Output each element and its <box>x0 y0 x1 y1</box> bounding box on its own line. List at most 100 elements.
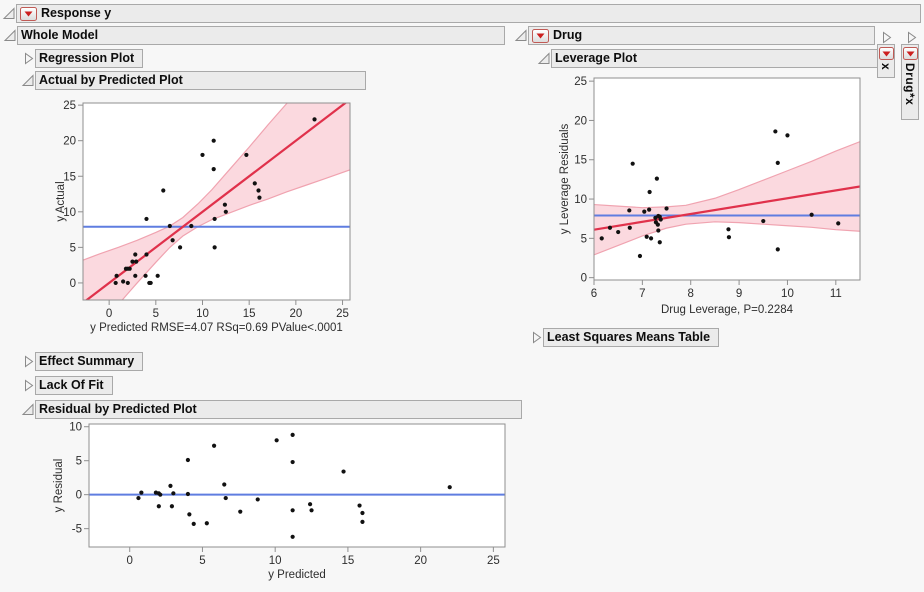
regression-plot-header-bar[interactable]: Regression Plot <box>35 49 144 68</box>
collapsed-panel-x[interactable]: x <box>877 44 895 78</box>
data-point <box>290 508 295 513</box>
data-point <box>644 234 649 239</box>
effect-summary-header-bar[interactable]: Effect Summary <box>35 352 144 371</box>
data-point <box>809 212 814 217</box>
data-point <box>637 253 643 259</box>
data-point <box>155 273 160 278</box>
data-point <box>144 216 149 222</box>
disclosure-open-icon[interactable] <box>3 28 17 43</box>
data-point <box>156 504 161 509</box>
residual-by-predicted-header-bar[interactable]: Residual by Predicted Plot <box>35 400 522 419</box>
lack-of-fit-header: Lack Of Fit <box>21 376 113 395</box>
disclosure-closed-icon[interactable] <box>879 30 893 45</box>
data-point <box>113 280 118 286</box>
data-point <box>664 206 669 211</box>
red-triangle-menu-icon[interactable] <box>878 47 894 60</box>
svg-text:10: 10 <box>196 308 209 320</box>
svg-text:25: 25 <box>574 76 587 88</box>
svg-text:0: 0 <box>127 555 133 567</box>
svg-text:25: 25 <box>63 100 76 112</box>
lack-of-fit-header-bar[interactable]: Lack Of Fit <box>35 376 113 395</box>
data-point <box>836 221 841 226</box>
red-triangle-menu-icon[interactable] <box>20 6 37 21</box>
data-point <box>726 227 731 232</box>
disclosure-open-icon[interactable] <box>21 402 35 417</box>
x-axis-label: y Predicted RMSE=4.07 RSq=0.69 PValue<.0… <box>90 322 343 334</box>
data-point <box>144 252 149 257</box>
residual-by-predicted-title: Residual by Predicted Plot <box>39 402 197 416</box>
actual-by-predicted-chart[interactable]: 0 5 10 15 20 25 0 5 10 15 20 25 y Predicted RMSE=4.0… <box>52 95 356 345</box>
data-point <box>238 509 243 514</box>
actual-by-predicted-header: Actual by Predicted Plot <box>21 71 366 90</box>
data-point <box>657 240 662 245</box>
actual-by-predicted-header-bar[interactable]: Actual by Predicted Plot <box>35 71 366 90</box>
data-point <box>134 259 139 264</box>
data-point <box>761 218 766 224</box>
data-point <box>627 208 632 213</box>
collapsed-panel-drug-x[interactable]: Drug*x <box>901 44 919 120</box>
data-point <box>211 443 217 448</box>
svg-text:20: 20 <box>414 555 427 567</box>
disclosure-closed-icon[interactable] <box>529 330 543 345</box>
data-point <box>654 176 659 181</box>
actual-by-predicted-title: Actual by Predicted Plot <box>39 73 183 87</box>
disclosure-open-icon[interactable] <box>21 73 35 88</box>
data-point <box>169 504 175 509</box>
red-triangle-menu-icon[interactable] <box>532 28 549 43</box>
whole-model-title: Whole Model <box>21 28 99 42</box>
svg-text:5: 5 <box>581 233 587 245</box>
svg-text:5: 5 <box>70 242 76 254</box>
disclosure-closed-icon[interactable] <box>21 51 35 66</box>
svg-text:15: 15 <box>63 171 76 183</box>
regression-plot-header: Regression Plot <box>21 49 144 68</box>
data-point <box>189 223 194 229</box>
data-point <box>125 280 130 286</box>
drug-title: Drug <box>553 28 583 42</box>
residual-by-predicted-chart[interactable]: 0 5 10 15 20 25 -5 0 5 10 y Predicted y Residual <box>50 418 510 592</box>
leverage-plot-header-bar[interactable]: Leverage Plot <box>551 49 884 68</box>
response-header-bar[interactable]: Response y <box>16 4 921 23</box>
y-axis-label: y Leverage Residuals <box>559 123 571 234</box>
data-point <box>360 519 365 524</box>
response-title: Response y <box>41 6 112 20</box>
data-point <box>127 266 132 271</box>
confidence-band-upper-edge <box>594 141 860 209</box>
disclosure-open-icon[interactable] <box>514 28 528 43</box>
data-point <box>252 181 257 186</box>
actual_by_predicted-svg: 0 5 10 15 20 25 0 5 10 15 20 25 y Predicted RMSE=4.0… <box>55 100 351 334</box>
data-point <box>212 245 217 250</box>
data-point <box>133 273 138 278</box>
svg-text:10: 10 <box>69 422 82 434</box>
confidence-band-lower-edge <box>121 169 350 300</box>
least-squares-means-header-bar[interactable]: Least Squares Means Table <box>543 328 720 347</box>
regression-plot-title: Regression Plot <box>39 51 135 65</box>
svg-text:5: 5 <box>76 456 82 468</box>
whole-model-header-bar[interactable]: Whole Model <box>17 26 505 45</box>
drug-header-bar[interactable]: Drug <box>528 26 875 45</box>
svg-text:10: 10 <box>781 288 794 300</box>
data-point <box>616 229 621 235</box>
red-triangle-menu-icon[interactable] <box>902 47 918 60</box>
confidence-band-lower-edge <box>594 221 860 256</box>
residual-by-predicted-header: Residual by Predicted Plot <box>21 400 522 419</box>
disclosure-open-icon[interactable] <box>537 51 551 66</box>
drug-leverage-chart[interactable]: 6 7 8 9 10 11 0 5 10 15 20 25 Drug Leverage, P=0.228… <box>556 70 868 327</box>
data-point <box>775 160 780 165</box>
data-point <box>655 222 660 227</box>
svg-text:0: 0 <box>581 273 587 285</box>
data-point <box>143 273 148 278</box>
svg-text:0: 0 <box>106 308 112 320</box>
leverage-plot-header: Leverage Plot <box>537 49 884 68</box>
data-point <box>599 236 604 241</box>
least-squares-means-header: Least Squares Means Table <box>529 328 720 347</box>
data-point <box>257 195 262 200</box>
svg-text:5: 5 <box>153 308 159 320</box>
svg-text:20: 20 <box>289 308 302 320</box>
data-point <box>290 459 295 465</box>
disclosure-open-icon[interactable] <box>2 6 16 21</box>
leverage-svg: 6 7 8 9 10 11 0 5 10 15 20 25 Drug Leverage, P=0.228… <box>559 76 861 316</box>
disclosure-closed-icon[interactable] <box>21 354 35 369</box>
disclosure-closed-icon[interactable] <box>904 30 918 45</box>
disclosure-closed-icon[interactable] <box>21 378 35 393</box>
data-point <box>255 497 260 502</box>
